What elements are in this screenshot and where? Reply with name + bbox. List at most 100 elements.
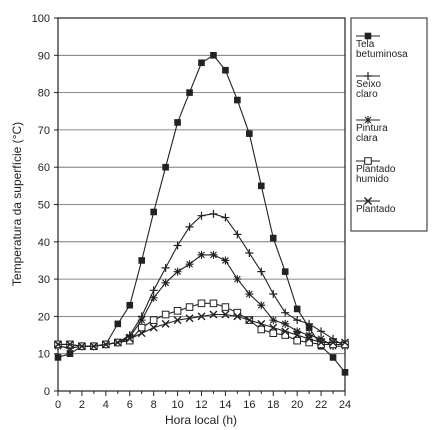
data-point	[209, 310, 218, 319]
series	[54, 310, 349, 351]
data-point	[281, 327, 290, 336]
y-tick-label: 70	[38, 125, 50, 137]
data-point	[281, 268, 289, 275]
legend-label: Pintura clara	[356, 123, 388, 144]
legend-entry: Pintura clara	[356, 116, 388, 144]
data-point	[101, 340, 110, 349]
data-point	[125, 336, 134, 345]
x-tick-label: 22	[315, 399, 327, 411]
y-tick-label: 40	[38, 237, 50, 249]
data-point	[173, 307, 182, 315]
data-point	[126, 301, 134, 309]
x-tick-label: 24	[339, 399, 351, 411]
x-tick-label: 12	[195, 399, 207, 411]
data-point	[281, 319, 290, 328]
data-point	[89, 342, 98, 351]
y-tick-label: 50	[38, 200, 50, 212]
data-point	[173, 316, 182, 325]
x-tick-label: 4	[103, 399, 109, 411]
data-point	[173, 241, 182, 250]
y-axis-ticks: 0 10 20 30 40 50 60 70 80 90 100	[32, 13, 58, 398]
data-point	[257, 319, 266, 328]
data-point	[161, 319, 170, 328]
data-point	[269, 290, 278, 299]
data-point	[234, 96, 241, 104]
x-axis-ticks: 0 2 4 6 8 10 12 14 16 18 20 22 24	[55, 391, 351, 411]
x-tick-label: 10	[171, 399, 183, 411]
data-point	[174, 119, 181, 126]
data-point	[137, 329, 146, 338]
y-tick-label: 30	[38, 274, 50, 286]
legend: Tela betuminosa Seixo claro Pintura clara Plan…	[356, 32, 408, 215]
x-tick-label: 6	[127, 399, 133, 411]
data-point	[245, 290, 254, 299]
x-tick-label: 0	[55, 399, 61, 411]
data-point	[114, 320, 122, 328]
y-tick-label: 100	[32, 13, 50, 25]
data-point	[293, 305, 301, 313]
data-point	[221, 213, 230, 222]
data-point	[185, 222, 194, 231]
data-point	[54, 340, 62, 349]
data-point	[221, 310, 230, 319]
data-point	[138, 257, 146, 264]
data-point	[162, 163, 169, 171]
data-point	[209, 250, 218, 259]
data-point	[54, 354, 62, 361]
y-tick-label: 10	[38, 349, 50, 361]
y-tick-label: 20	[38, 311, 50, 323]
data-point	[293, 327, 302, 336]
data-point	[364, 157, 372, 165]
data-point	[221, 303, 230, 311]
data-point	[245, 248, 254, 257]
data-point	[233, 230, 242, 239]
legend-label: Seixo claro	[356, 79, 381, 100]
data-point	[364, 116, 372, 124]
data-point	[161, 278, 170, 287]
x-tick-label: 18	[267, 399, 279, 411]
data-point	[293, 336, 301, 345]
data-point	[281, 308, 290, 317]
data-point	[197, 299, 206, 308]
x-tick-label: 8	[151, 399, 157, 411]
data-point	[149, 293, 158, 302]
data-point	[113, 338, 122, 347]
data-point	[257, 301, 266, 310]
y-axis-label: Temperatura da superfície (°C)	[10, 122, 24, 286]
data-point	[329, 340, 337, 349]
legend-label: Tela betuminosa	[356, 39, 408, 60]
data-point	[161, 263, 170, 272]
data-point	[125, 334, 134, 343]
data-point	[77, 342, 86, 351]
series-group	[54, 52, 349, 376]
data-point	[269, 234, 277, 242]
y-tick-label: 0	[44, 386, 50, 398]
data-point	[317, 327, 326, 336]
data-point	[197, 211, 206, 220]
data-point	[161, 310, 170, 319]
data-point	[66, 350, 74, 357]
data-point	[197, 312, 206, 321]
data-point	[341, 369, 349, 376]
data-point	[257, 325, 266, 334]
x-axis-label: Hora local (h)	[165, 413, 237, 427]
data-point	[185, 303, 194, 311]
data-point	[245, 316, 254, 325]
data-point	[257, 267, 266, 276]
legend-label: Plantado humido	[356, 164, 396, 185]
data-point	[186, 89, 193, 96]
data-point	[364, 72, 372, 80]
data-point	[317, 338, 326, 347]
data-point	[137, 316, 146, 325]
data-point	[364, 197, 372, 205]
data-point	[329, 354, 337, 361]
data-point	[185, 260, 194, 269]
data-point	[233, 275, 242, 284]
legend-entry: Tela betuminosa	[356, 32, 408, 60]
data-point	[233, 312, 242, 321]
data-point	[150, 208, 157, 216]
data-point	[293, 331, 302, 340]
data-point	[210, 52, 217, 59]
data-point	[257, 182, 265, 190]
data-point	[317, 340, 325, 349]
